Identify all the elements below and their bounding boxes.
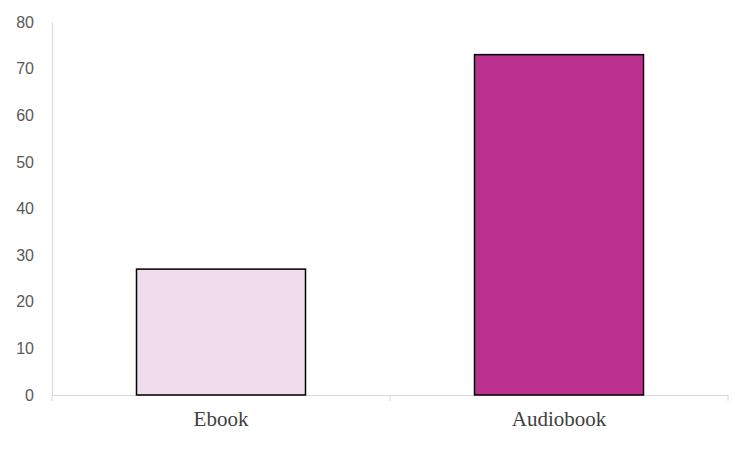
y-tick-label: 60 bbox=[16, 107, 34, 124]
y-tick-label: 50 bbox=[16, 153, 34, 170]
plot: 0 10 20 30 40 50 60 70 80 Ebook Audiobook bbox=[16, 14, 728, 431]
y-tick: 30 bbox=[16, 247, 52, 264]
y-tick: 70 bbox=[16, 60, 52, 77]
y-tick: 60 bbox=[16, 107, 52, 124]
bar bbox=[137, 269, 306, 395]
x-tick: Audiobook bbox=[512, 395, 607, 431]
bars bbox=[137, 55, 644, 395]
bar bbox=[475, 55, 644, 395]
category-separator bbox=[390, 395, 391, 401]
chart: 0 10 20 30 40 50 60 70 80 Ebook Audiobook bbox=[0, 0, 754, 454]
y-tick: 10 bbox=[16, 340, 52, 357]
y-tick: 0 bbox=[25, 387, 52, 404]
x-axis: Ebook Audiobook bbox=[52, 395, 729, 431]
y-tick-label: 70 bbox=[16, 60, 34, 77]
y-tick: 50 bbox=[16, 153, 52, 170]
y-tick: 40 bbox=[16, 200, 52, 217]
y-tick-label: 40 bbox=[16, 200, 34, 217]
y-axis-line bbox=[52, 23, 53, 396]
y-tick: 80 bbox=[16, 14, 52, 31]
category-separator bbox=[52, 395, 53, 401]
y-tick-label: 30 bbox=[16, 247, 34, 264]
y-axis: 0 10 20 30 40 50 60 70 80 bbox=[16, 14, 52, 404]
y-tick: 20 bbox=[16, 293, 52, 310]
y-tick-label: 10 bbox=[16, 340, 34, 357]
x-tick-label: Audiobook bbox=[512, 407, 607, 431]
x-tick-label: Ebook bbox=[194, 407, 249, 431]
x-tick: Ebook bbox=[194, 395, 249, 431]
category-separator bbox=[728, 395, 729, 401]
y-tick-label: 20 bbox=[16, 293, 34, 310]
y-tick-label: 0 bbox=[25, 387, 34, 404]
y-tick-label: 80 bbox=[16, 14, 34, 31]
